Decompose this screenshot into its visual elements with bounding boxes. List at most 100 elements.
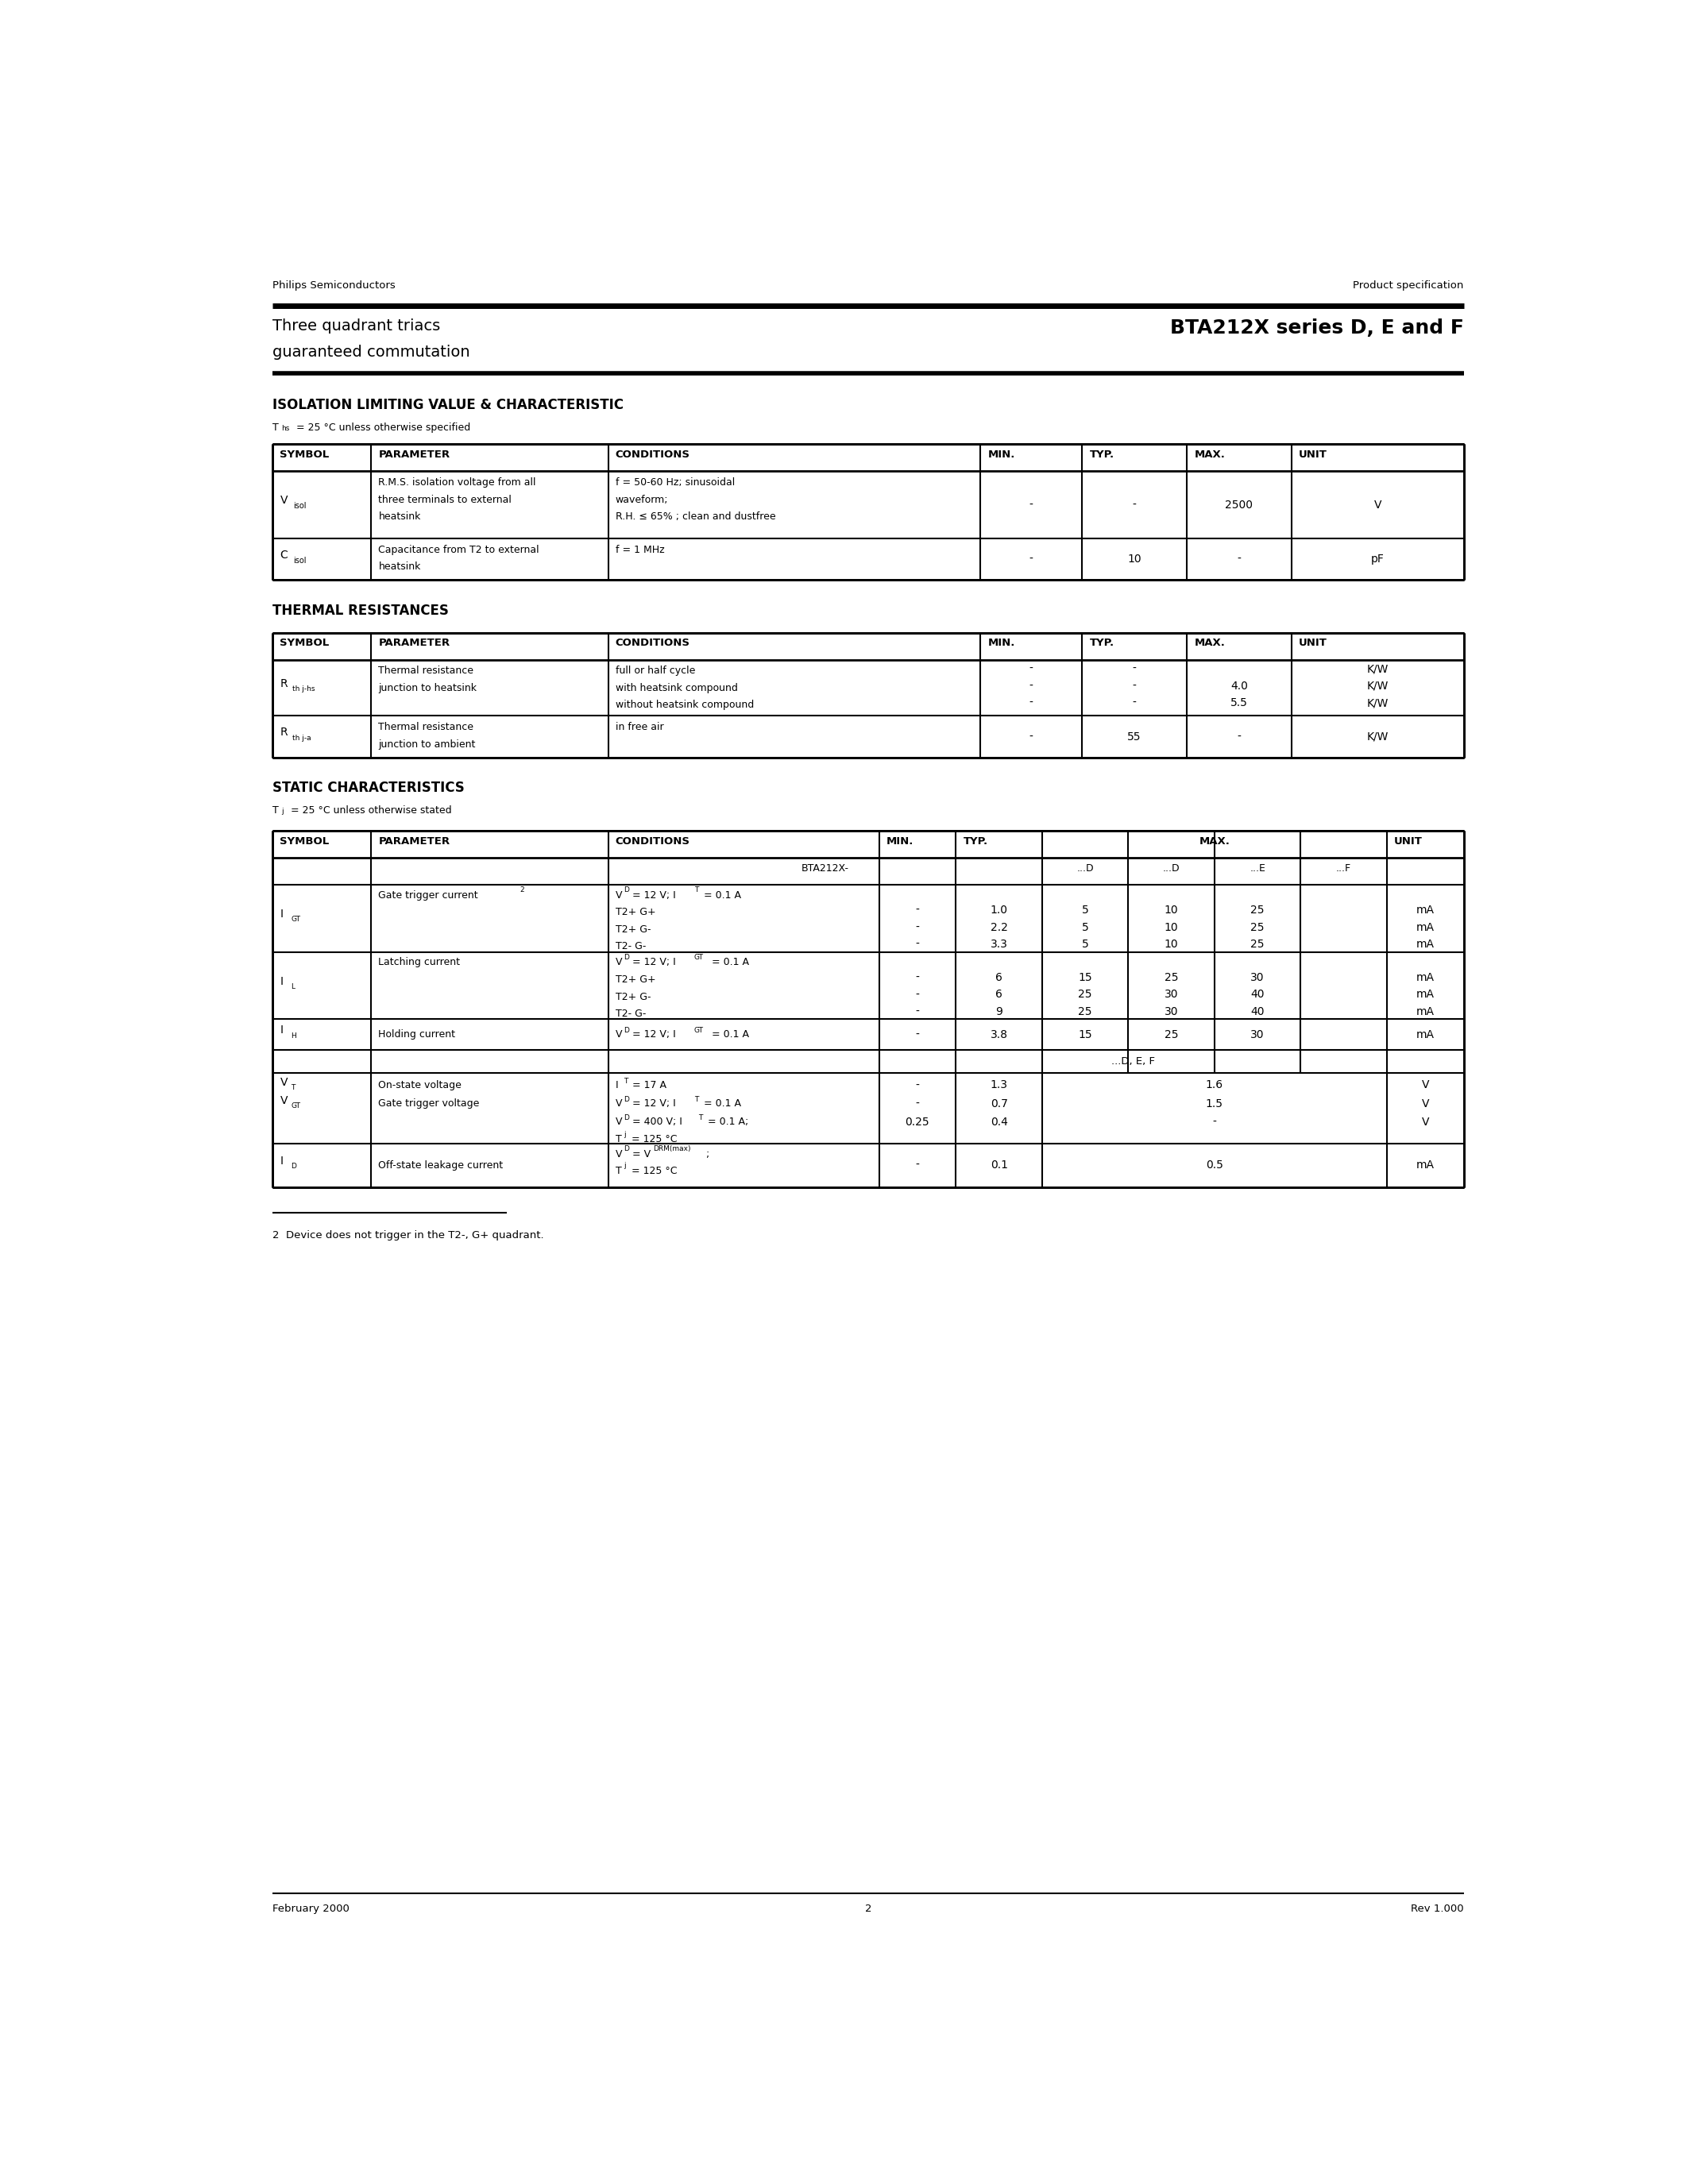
Text: K/W: K/W bbox=[1367, 664, 1389, 675]
Text: -: - bbox=[1212, 1116, 1217, 1127]
Text: V: V bbox=[280, 1096, 287, 1107]
Text: 30: 30 bbox=[1251, 1029, 1264, 1040]
Text: isol: isol bbox=[294, 557, 307, 563]
Text: MIN.: MIN. bbox=[987, 450, 1014, 459]
Text: 40: 40 bbox=[1251, 1007, 1264, 1018]
Text: V: V bbox=[616, 1149, 623, 1160]
Text: f = 1 MHz: f = 1 MHz bbox=[616, 544, 665, 555]
Text: UNIT: UNIT bbox=[1298, 450, 1327, 459]
Text: Product specification: Product specification bbox=[1354, 280, 1463, 290]
Text: L: L bbox=[290, 983, 295, 989]
Text: 25: 25 bbox=[1165, 972, 1178, 983]
Text: 25: 25 bbox=[1251, 922, 1264, 933]
Text: T2- G-: T2- G- bbox=[616, 941, 647, 952]
Text: -: - bbox=[1133, 679, 1136, 692]
Text: T2+ G+: T2+ G+ bbox=[616, 906, 655, 917]
Text: 3.8: 3.8 bbox=[991, 1029, 1008, 1040]
Text: mA: mA bbox=[1416, 989, 1435, 1000]
Text: = V: = V bbox=[633, 1149, 652, 1160]
Text: Gate trigger voltage: Gate trigger voltage bbox=[378, 1099, 479, 1109]
Text: Thermal resistance: Thermal resistance bbox=[378, 723, 474, 732]
Text: V: V bbox=[616, 1029, 623, 1040]
Text: 1.5: 1.5 bbox=[1205, 1099, 1224, 1109]
Text: V: V bbox=[1421, 1116, 1430, 1127]
Text: MIN.: MIN. bbox=[886, 836, 913, 847]
Text: GT: GT bbox=[290, 915, 300, 924]
Text: mA: mA bbox=[1416, 904, 1435, 915]
Text: GT: GT bbox=[694, 954, 704, 961]
Text: T2+ G-: T2+ G- bbox=[616, 924, 652, 935]
Text: 6: 6 bbox=[996, 989, 1003, 1000]
Text: mA: mA bbox=[1416, 939, 1435, 950]
Text: Latching current: Latching current bbox=[378, 957, 461, 968]
Text: V: V bbox=[280, 1077, 287, 1088]
Text: isol: isol bbox=[294, 502, 307, 511]
Text: 5: 5 bbox=[1082, 939, 1089, 950]
Text: D: D bbox=[623, 1026, 630, 1033]
Text: V: V bbox=[616, 1116, 623, 1127]
Text: Thermal resistance: Thermal resistance bbox=[378, 666, 474, 677]
Text: ...D: ...D bbox=[1077, 863, 1094, 874]
Text: MIN.: MIN. bbox=[987, 638, 1014, 649]
Text: CONDITIONS: CONDITIONS bbox=[616, 836, 690, 847]
Text: = 0.1 A: = 0.1 A bbox=[704, 1099, 741, 1109]
Text: UNIT: UNIT bbox=[1394, 836, 1423, 847]
Text: -: - bbox=[915, 989, 920, 1000]
Text: K/W: K/W bbox=[1367, 732, 1389, 743]
Text: 1.0: 1.0 bbox=[991, 904, 1008, 915]
Text: ;: ; bbox=[707, 1149, 711, 1160]
Text: 3.3: 3.3 bbox=[991, 939, 1008, 950]
Text: mA: mA bbox=[1416, 1007, 1435, 1018]
Text: 30: 30 bbox=[1165, 989, 1178, 1000]
Text: I: I bbox=[280, 909, 284, 919]
Text: hs: hs bbox=[282, 424, 290, 432]
Text: 2: 2 bbox=[864, 1904, 871, 1915]
Text: -: - bbox=[915, 939, 920, 950]
Text: -: - bbox=[1237, 732, 1241, 743]
Text: junction to heatsink: junction to heatsink bbox=[378, 684, 478, 692]
Text: pF: pF bbox=[1371, 555, 1384, 566]
Text: -: - bbox=[915, 1099, 920, 1109]
Text: 6: 6 bbox=[996, 972, 1003, 983]
Text: -: - bbox=[1030, 732, 1033, 743]
Text: T: T bbox=[272, 422, 279, 432]
Text: V: V bbox=[280, 496, 287, 507]
Text: TYP.: TYP. bbox=[1089, 638, 1114, 649]
Text: = 125 °C: = 125 °C bbox=[631, 1166, 677, 1177]
Text: R.H. ≤ 65% ; clean and dustfree: R.H. ≤ 65% ; clean and dustfree bbox=[616, 511, 775, 522]
Text: D: D bbox=[623, 1114, 630, 1120]
Text: waveform;: waveform; bbox=[616, 494, 668, 505]
Text: K/W: K/W bbox=[1367, 679, 1389, 692]
Text: ...F: ...F bbox=[1337, 863, 1352, 874]
Text: j: j bbox=[623, 1162, 626, 1168]
Text: MAX.: MAX. bbox=[1193, 638, 1225, 649]
Text: R: R bbox=[280, 677, 287, 688]
Text: D: D bbox=[623, 887, 630, 893]
Text: full or half cycle: full or half cycle bbox=[616, 666, 695, 677]
Text: 1.3: 1.3 bbox=[991, 1079, 1008, 1090]
Text: 10: 10 bbox=[1165, 939, 1178, 950]
Text: 2500: 2500 bbox=[1225, 500, 1252, 511]
Text: 4.0: 4.0 bbox=[1231, 679, 1247, 692]
Text: PARAMETER: PARAMETER bbox=[378, 836, 451, 847]
Text: T: T bbox=[694, 1096, 699, 1103]
Text: On-state voltage: On-state voltage bbox=[378, 1081, 463, 1090]
Text: -: - bbox=[1133, 697, 1136, 708]
Text: three terminals to external: three terminals to external bbox=[378, 494, 511, 505]
Text: V: V bbox=[1421, 1079, 1430, 1090]
Text: ISOLATION LIMITING VALUE & CHARACTERISTIC: ISOLATION LIMITING VALUE & CHARACTERISTI… bbox=[272, 397, 623, 413]
Text: -: - bbox=[915, 1079, 920, 1090]
Text: T: T bbox=[272, 806, 279, 815]
Text: V: V bbox=[616, 957, 623, 968]
Text: 15: 15 bbox=[1079, 972, 1092, 983]
Text: 25: 25 bbox=[1079, 1007, 1092, 1018]
Text: T: T bbox=[694, 887, 699, 893]
Text: T2- G-: T2- G- bbox=[616, 1009, 647, 1020]
Text: T: T bbox=[616, 1133, 621, 1144]
Text: = 12 V; I: = 12 V; I bbox=[633, 957, 677, 968]
Text: D: D bbox=[623, 954, 630, 961]
Text: R: R bbox=[280, 727, 287, 738]
Text: 25: 25 bbox=[1165, 1029, 1178, 1040]
Text: -: - bbox=[1030, 555, 1033, 566]
Text: TYP.: TYP. bbox=[964, 836, 987, 847]
